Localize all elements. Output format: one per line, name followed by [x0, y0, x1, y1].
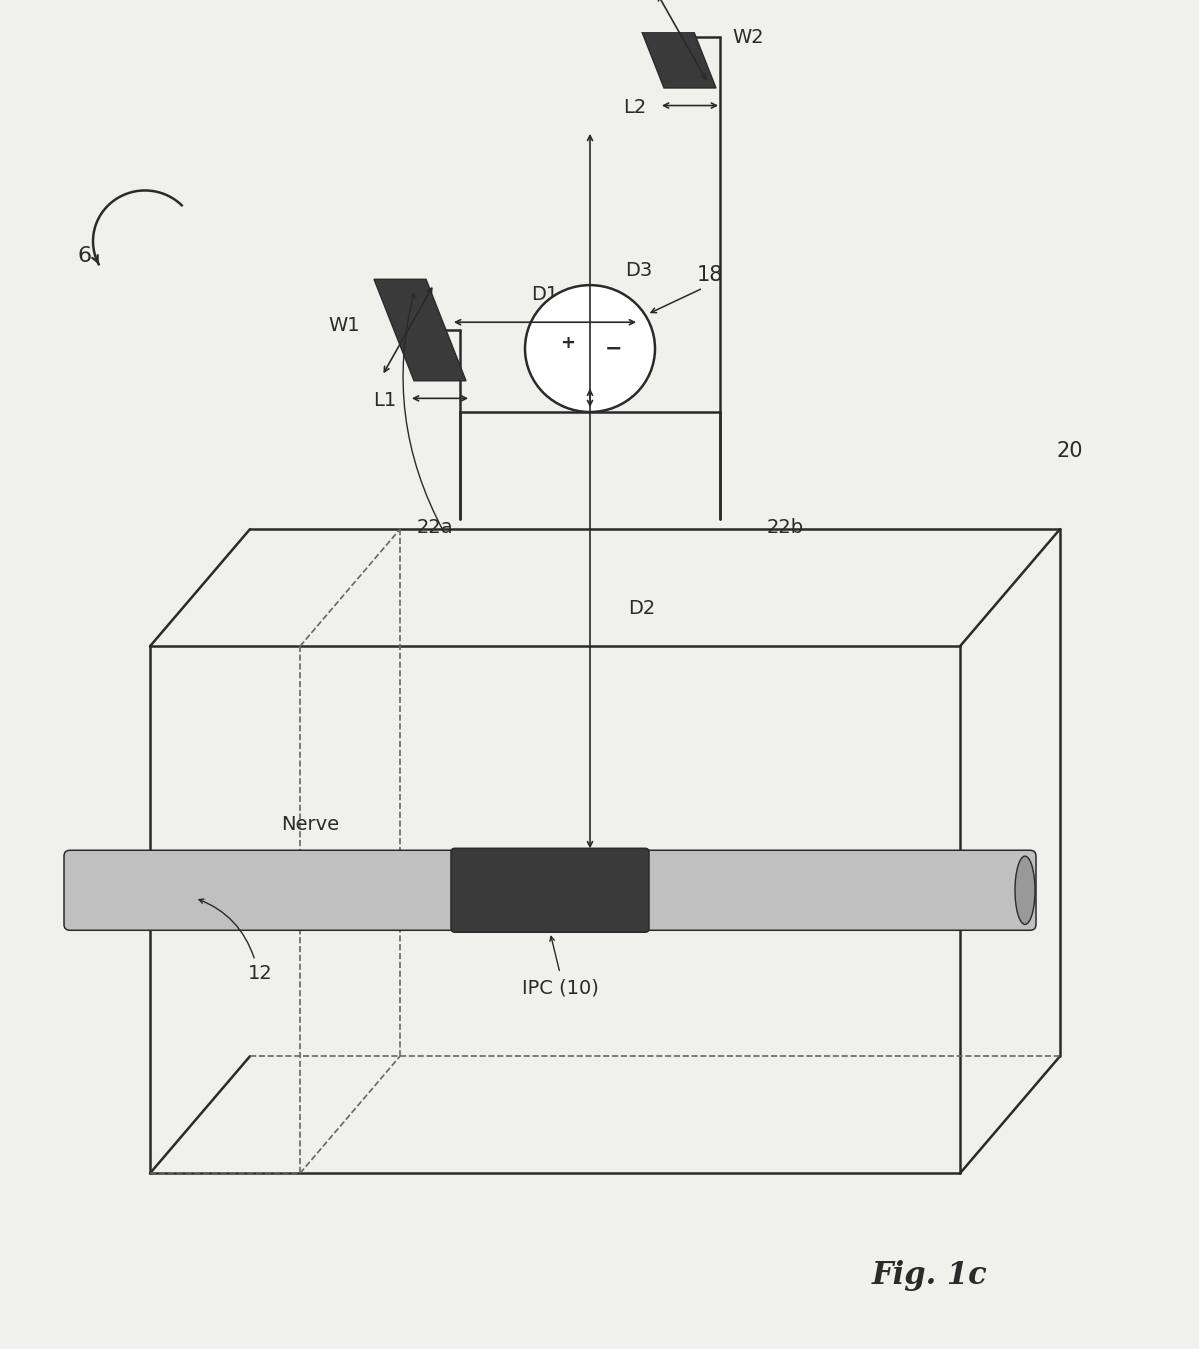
Text: D1: D1: [531, 286, 559, 305]
Text: 12: 12: [248, 963, 272, 982]
Text: Fig. 1c: Fig. 1c: [872, 1260, 988, 1291]
Ellipse shape: [525, 285, 655, 411]
Text: L1: L1: [373, 391, 397, 410]
Text: 6: 6: [78, 246, 92, 266]
Text: +: +: [560, 333, 576, 352]
Text: IPC (10): IPC (10): [522, 978, 598, 997]
Text: W2: W2: [733, 28, 764, 47]
Polygon shape: [623, 0, 716, 88]
Text: 18: 18: [697, 266, 723, 286]
Ellipse shape: [1016, 857, 1035, 924]
FancyBboxPatch shape: [451, 849, 649, 932]
Text: D3: D3: [625, 260, 652, 281]
Polygon shape: [374, 279, 466, 380]
Text: 20: 20: [1056, 441, 1083, 461]
Text: 22b: 22b: [766, 518, 803, 537]
Text: W1: W1: [329, 316, 360, 335]
Text: Nerve: Nerve: [281, 815, 339, 835]
Text: D2: D2: [628, 599, 655, 618]
Text: L2: L2: [623, 98, 646, 117]
Text: −: −: [605, 339, 622, 359]
FancyBboxPatch shape: [64, 850, 1036, 931]
Text: 22a: 22a: [417, 518, 453, 537]
